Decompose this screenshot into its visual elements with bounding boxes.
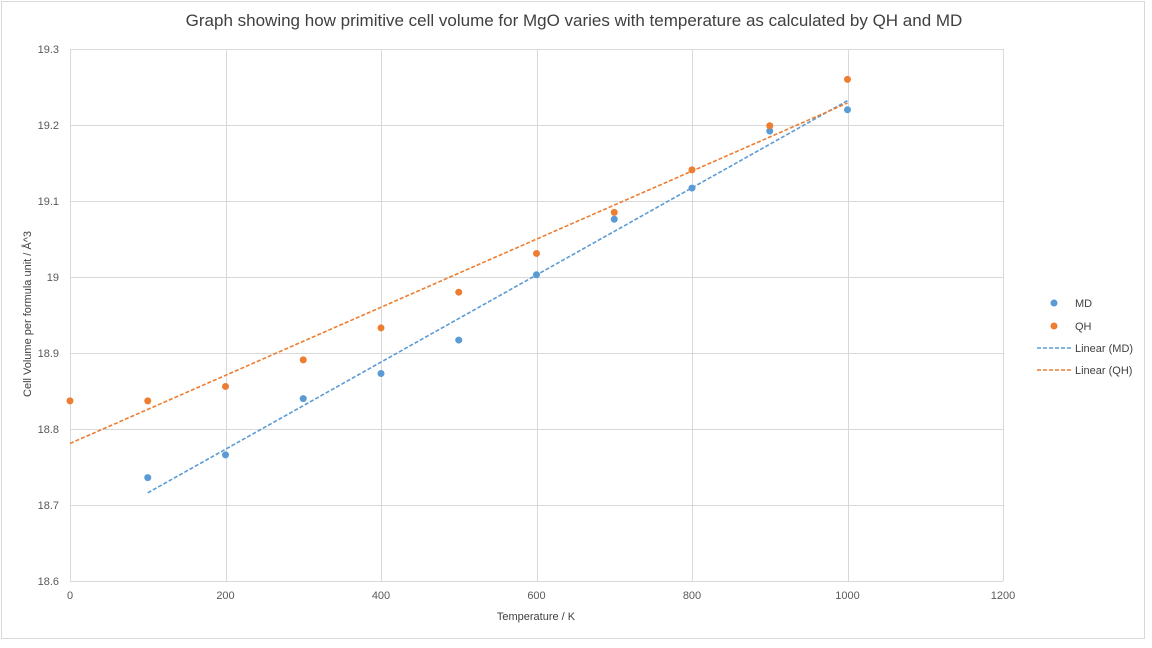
x-tick-label: 400 (372, 590, 390, 602)
data-point-qh (688, 166, 696, 174)
data-point-qh (766, 122, 774, 130)
data-point-md (766, 127, 774, 135)
data-point-md (610, 215, 618, 223)
grid-layer (70, 49, 1004, 582)
legend-marker-md (1050, 299, 1058, 307)
trendline-qh (69, 102, 848, 445)
legend-label-qh: QH (1075, 321, 1092, 333)
tick-label-layer: 0 200 400 600 800 1000 1200 18.6 18.7 18.8 18.9 19 1… (38, 44, 1016, 602)
trendline-layer (69, 99, 848, 494)
trendline-md (147, 99, 848, 494)
data-point-md (533, 271, 540, 279)
x-axis-label: Temperature / K (497, 611, 576, 623)
chart-title: Graph showing how primitive cell volume … (185, 11, 963, 30)
data-point-md (299, 395, 307, 403)
x-tick-label: 200 (216, 590, 234, 602)
y-tick-label: 19.1 (38, 196, 59, 208)
data-point-qh (455, 288, 463, 296)
y-tick-label: 19.3 (38, 44, 59, 56)
data-point-md (222, 451, 229, 459)
data-point-qh (144, 397, 152, 405)
data-point-qh (533, 249, 540, 257)
points-layer (66, 75, 851, 482)
legend-label-linear-qh: Linear (QH) (1075, 365, 1132, 377)
x-tick-label: 600 (527, 590, 545, 602)
data-point-qh (66, 397, 74, 405)
legend-label-md: MD (1075, 298, 1092, 310)
y-tick-label: 19 (47, 272, 59, 284)
data-point-md (844, 106, 851, 114)
x-tick-label: 1200 (991, 590, 1015, 602)
legend-marker-qh (1050, 322, 1058, 330)
data-point-md (688, 184, 696, 192)
data-point-md (455, 336, 463, 344)
data-point-md (377, 370, 385, 378)
x-tick-label: 0 (67, 590, 73, 602)
data-point-qh (222, 382, 229, 390)
y-axis-label: Cell Volume per formula unit / Å^3 (21, 231, 34, 397)
data-point-md (144, 474, 152, 482)
chart-frame (1, 1, 1145, 639)
legend-label-linear-md: Linear (MD) (1075, 343, 1133, 355)
y-tick-label: 18.9 (38, 348, 59, 360)
data-point-qh (844, 75, 851, 83)
data-point-qh (377, 324, 385, 332)
x-tick-label: 1000 (835, 590, 859, 602)
y-tick-label: 19.2 (38, 120, 59, 132)
x-tick-label: 800 (683, 590, 701, 602)
y-tick-label: 18.8 (38, 424, 59, 436)
legend: MD QH Linear (MD) Linear (QH) (1037, 298, 1133, 377)
y-tick-label: 18.6 (38, 576, 59, 588)
y-tick-label: 18.7 (38, 500, 59, 512)
data-point-qh (610, 208, 618, 216)
data-point-qh (299, 356, 307, 364)
